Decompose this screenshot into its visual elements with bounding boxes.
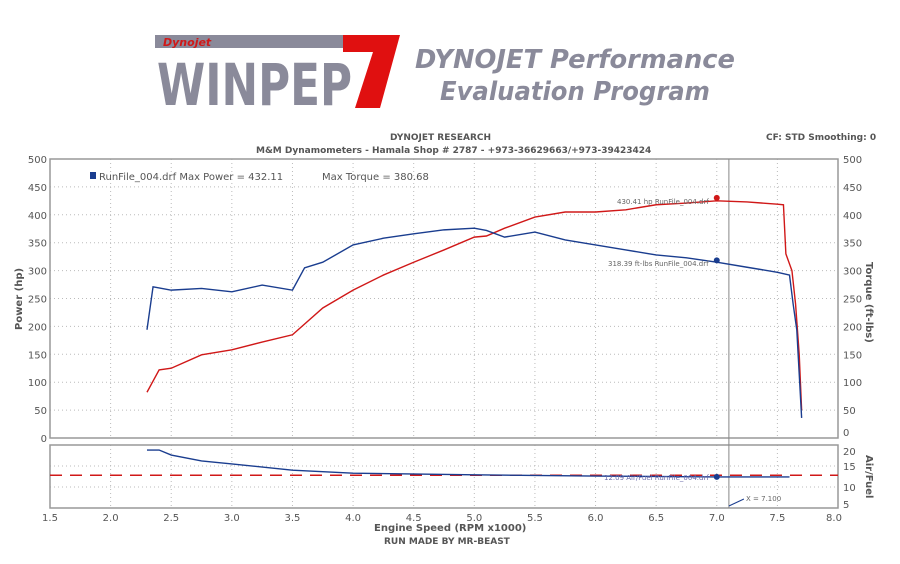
- footer-note: RUN MADE BY MR-BEAST: [384, 537, 510, 547]
- y2-tick-label: 400: [843, 211, 862, 222]
- y2-tick-label: 50: [843, 406, 856, 417]
- x-tick-label: 7.0: [709, 513, 725, 524]
- afr-curve: [146, 449, 790, 478]
- x-tick-label: 2.0: [103, 513, 119, 524]
- y-axis-label: Power (hp): [14, 268, 25, 330]
- y-tick-label: 450: [28, 183, 47, 194]
- y2-axis-label: Torque (ft-lbs): [863, 262, 874, 343]
- main-plot-frame: [49, 158, 839, 439]
- y-tick-label: 50: [34, 406, 47, 417]
- y2-tick-label: 0: [843, 428, 849, 439]
- x-tick-label: 3.0: [224, 513, 240, 524]
- svg-text:WINPEP: WINPEP: [157, 51, 352, 110]
- y2-tick-label: 300: [843, 267, 862, 278]
- x-tick-label: 1.5: [42, 513, 58, 524]
- y-tick-label: 500: [28, 155, 47, 166]
- torque-curve: [146, 227, 803, 418]
- x-tick-label: 6.0: [588, 513, 604, 524]
- power-curve: [146, 200, 803, 411]
- torque-annotation: 318.39 ft-lbs RunFile_004.drf: [608, 260, 709, 268]
- tagline: DYNOJET Performance Evaluation Program: [415, 45, 735, 107]
- afr-tick-label: 20: [843, 447, 856, 458]
- x-tick-label: 8.0: [826, 513, 842, 524]
- x-tick-label: 7.5: [769, 513, 785, 524]
- afr-annotation: 12.09 Air/Fuel RunFile_004.drf: [604, 474, 709, 482]
- legend-swatch: [90, 172, 96, 179]
- x-tick-label: 5.0: [466, 513, 482, 524]
- y2-tick-label: 150: [843, 350, 862, 361]
- shop-info: M&M Dynamometers - Hamala Shop # 2787 - …: [256, 146, 652, 156]
- cursor-x-readout: X = 7.100: [746, 495, 781, 503]
- svg-text:Evaluation Program: Evaluation Program: [440, 77, 710, 107]
- svg-text:Dynojet: Dynojet: [163, 36, 212, 49]
- afr-tick-label: 10: [843, 483, 856, 494]
- y2-tick-label: 450: [843, 183, 862, 194]
- y2-tick-label: 100: [843, 378, 862, 389]
- y-tick-label: 300: [28, 267, 47, 278]
- cursor-marker: [713, 194, 720, 201]
- y-tick-label: 200: [28, 322, 47, 333]
- svg-text:DYNOJET Performance: DYNOJET Performance: [415, 45, 735, 75]
- winpep-logo: Dynojet WINPEP: [155, 35, 400, 110]
- x-tick-label: 5.5: [527, 513, 543, 524]
- y-tick-label: 100: [28, 378, 47, 389]
- x-axis-label: Engine Speed (RPM x1000): [374, 523, 526, 534]
- afr-cursor-marker: [713, 473, 720, 480]
- y-tick-label: 400: [28, 211, 47, 222]
- x-tick-label: 3.5: [285, 513, 301, 524]
- cursor-readout-pointer: [728, 498, 745, 507]
- y2-tick-label: 500: [843, 155, 862, 166]
- legend-text: RunFile_004.drf Max Power = 432.11: [99, 172, 283, 183]
- y-tick-label: 250: [28, 295, 47, 306]
- power-annotation: 430.41 hp RunFile_004.drf: [617, 198, 709, 206]
- y-tick-label: 0: [41, 434, 47, 445]
- y2-tick-label: 350: [843, 239, 862, 250]
- y2-tick-label: 200: [843, 322, 862, 333]
- y-tick-label: 350: [28, 239, 47, 250]
- afr-plot-frame: [49, 444, 839, 509]
- afr-tick-label: 5: [843, 500, 849, 511]
- x-tick-label: 2.5: [163, 513, 179, 524]
- afr-axis-label: Air/Fuel: [863, 455, 874, 498]
- y-tick-label: 150: [28, 350, 47, 361]
- x-tick-label: 4.5: [406, 513, 422, 524]
- settings-info: CF: STD Smoothing: 0: [766, 133, 877, 143]
- company-title: DYNOJET RESEARCH: [390, 133, 492, 143]
- afr-tick-label: 15: [843, 462, 856, 473]
- y2-tick-label: 250: [843, 295, 862, 306]
- x-tick-label: 6.5: [648, 513, 664, 524]
- x-tick-label: 4.0: [345, 513, 361, 524]
- legend-max-torque: Max Torque = 380.68: [322, 172, 429, 183]
- cursor-marker: [713, 257, 720, 264]
